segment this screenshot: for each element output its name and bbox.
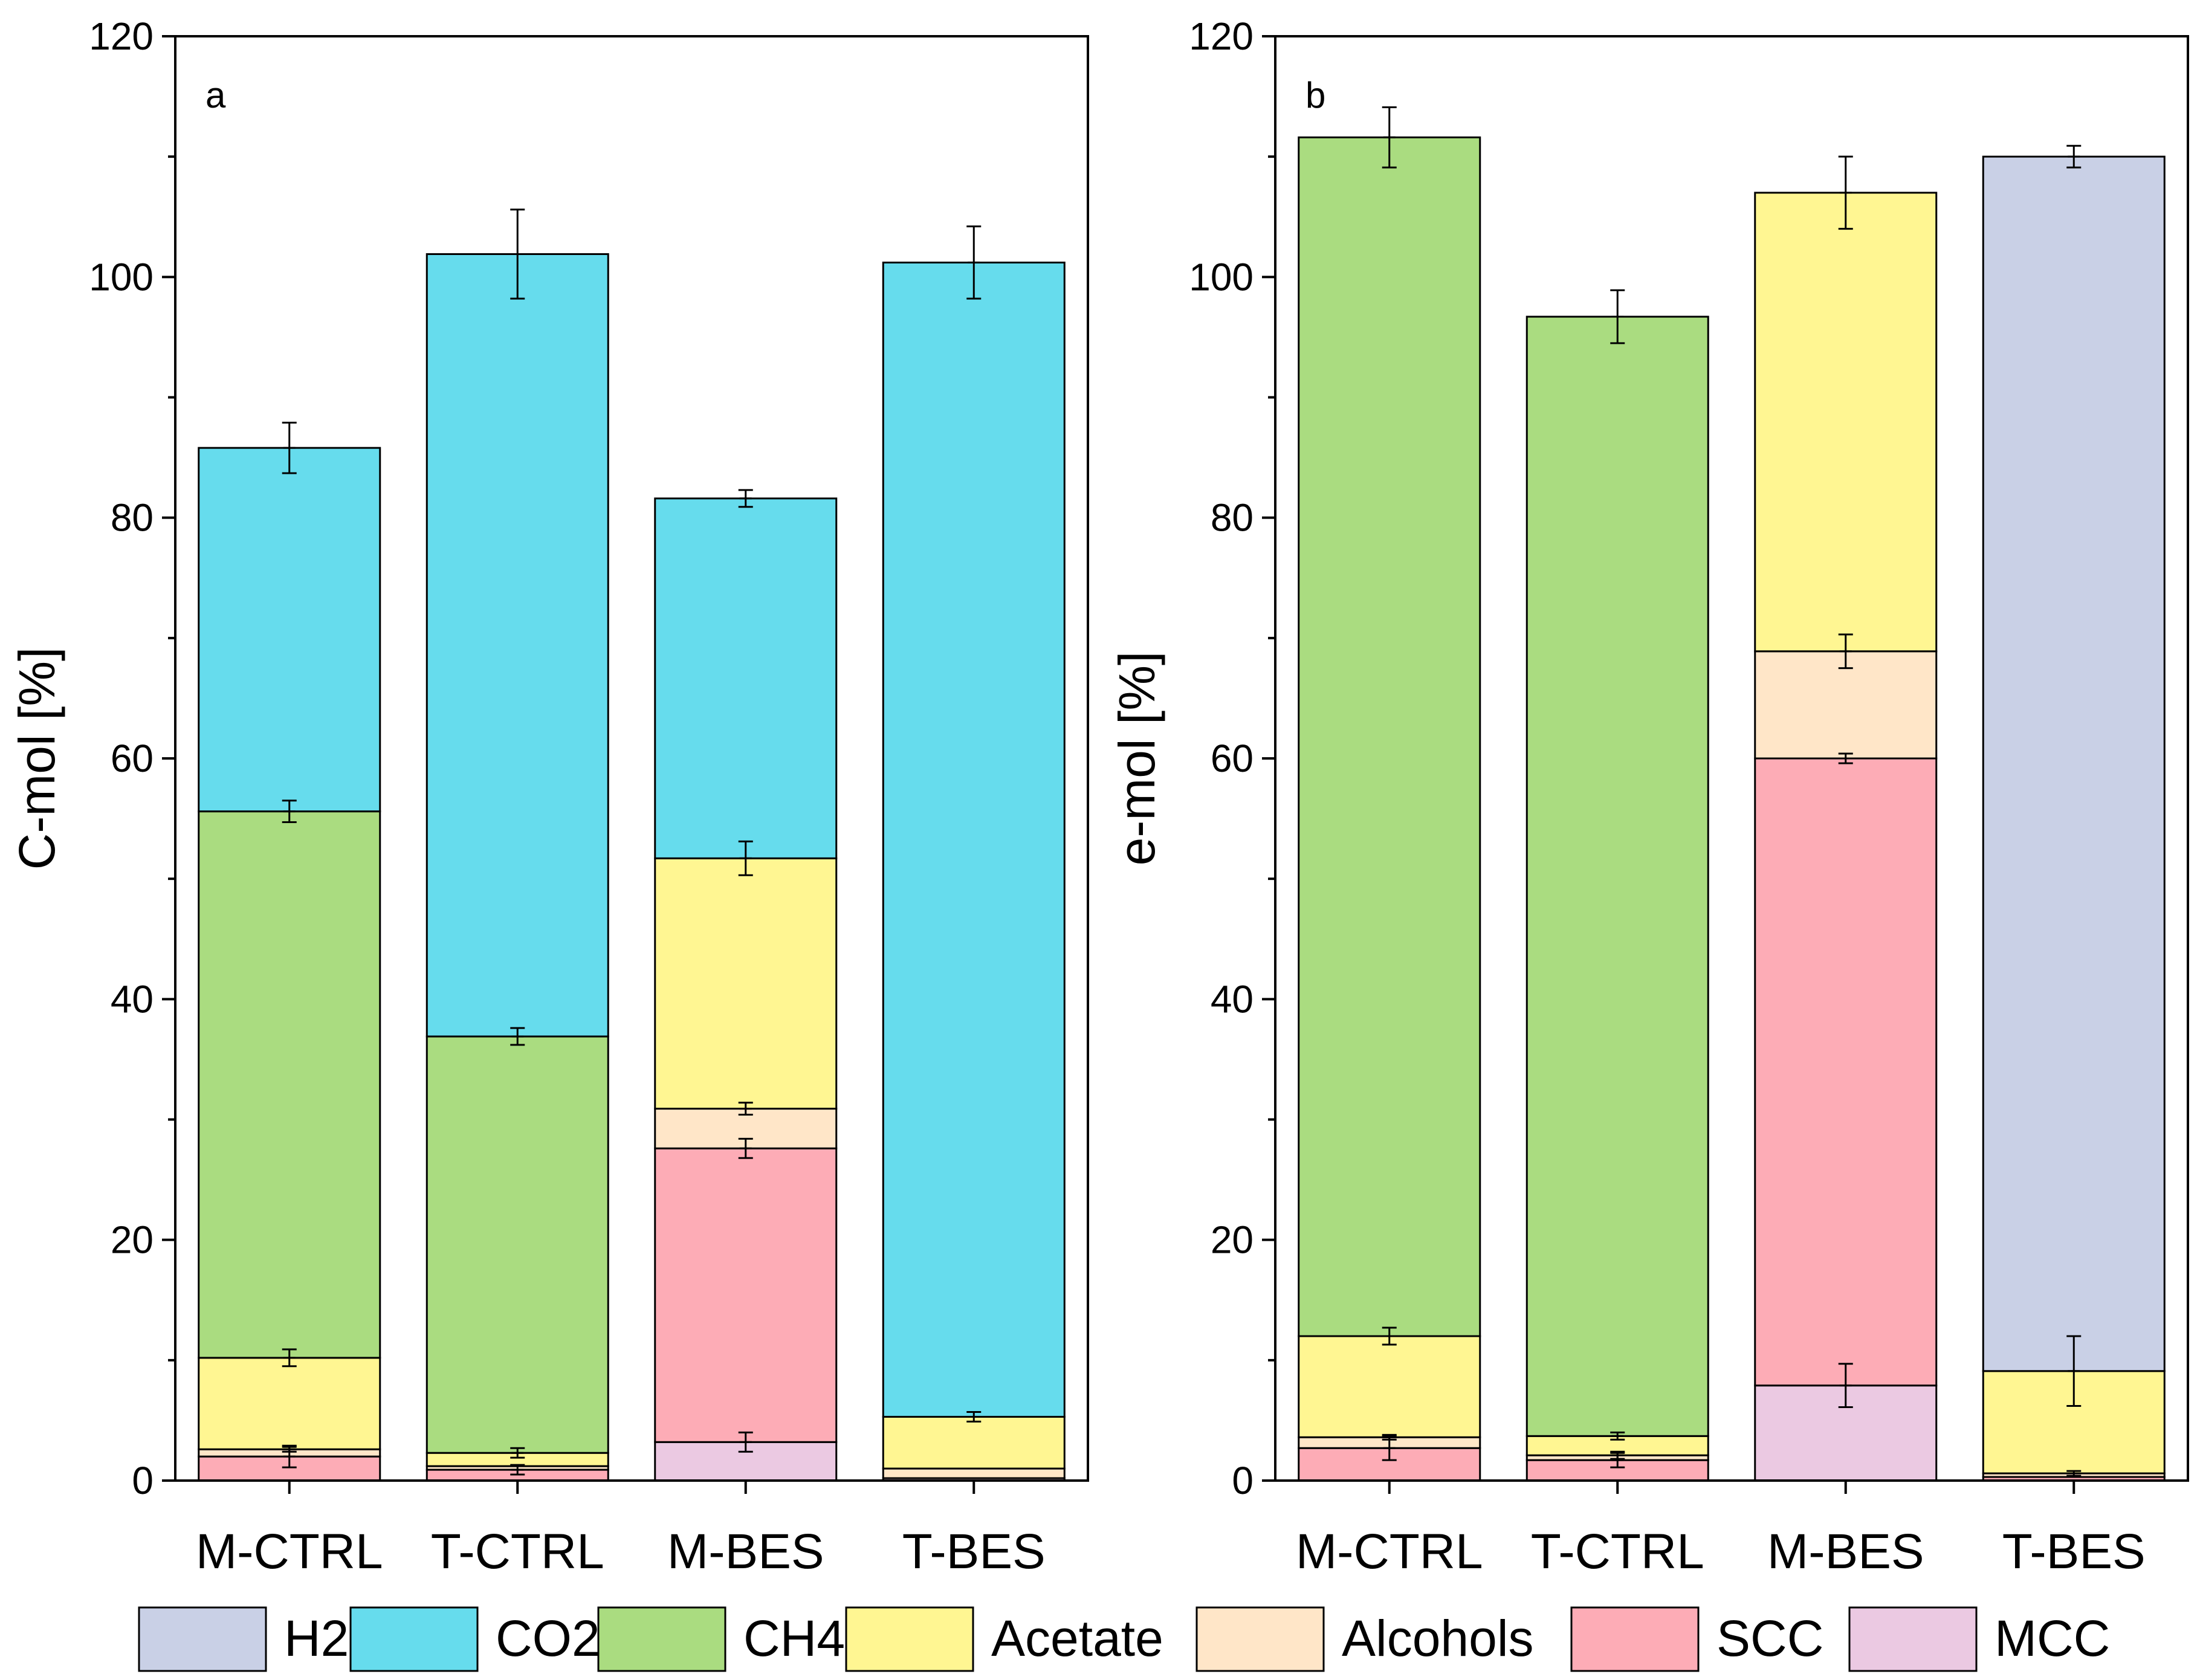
- error-bar-ch4-m-ctrl: [1382, 106, 1397, 169]
- category-label-m-bes: M-BES: [1767, 1524, 1924, 1579]
- bar-alcohols-t-bes: [882, 1467, 1066, 1479]
- category-label-m-bes: M-BES: [667, 1524, 824, 1579]
- category-label-t-ctrl: T-CTRL: [431, 1524, 604, 1579]
- legend-label-mcc: MCC: [1995, 1610, 2110, 1667]
- error-bar-acetate-t-bes: [2066, 1335, 2082, 1407]
- error-bar-ch4-m-ctrl: [282, 800, 297, 824]
- error-bar-h2-t-bes: [2066, 144, 2082, 169]
- y-tick-label: 100: [1189, 255, 1254, 299]
- error-bar-acetate-m-bes: [738, 840, 753, 876]
- bar-co2-t-ctrl: [425, 253, 609, 1038]
- legend-swatch-ch4: [597, 1606, 726, 1672]
- y-tick-label: 20: [1211, 1218, 1254, 1262]
- bar-acetate-m-ctrl: [198, 1357, 381, 1450]
- legend-label-h2: H2: [284, 1610, 349, 1667]
- y-tick-label: 40: [1211, 977, 1254, 1021]
- error-bar-co2-t-bes: [966, 225, 982, 300]
- legend-label-ch4: CH4: [743, 1610, 845, 1667]
- y-tick-label: 0: [132, 1459, 154, 1502]
- legend-label-co2: CO2: [496, 1610, 600, 1667]
- error-bar-co2-m-bes: [738, 489, 753, 508]
- error-bar-co2-t-ctrl: [510, 208, 525, 300]
- bar-scc-m-bes: [1754, 757, 1938, 1387]
- legend-item-acetate: Acetate: [845, 1606, 1163, 1672]
- panel-b: M-CTRL T-CTRL M-BES T-BES 0 20 40 60 80 100 120 e-m…: [1108, 15, 2189, 1579]
- legend-label-scc: SCC: [1716, 1610, 1823, 1667]
- error-bar-scc-t-ctrl: [510, 1464, 525, 1476]
- bar-acetate-t-bes: [1982, 1370, 2166, 1475]
- category-label-m-ctrl: M-CTRL: [196, 1524, 383, 1579]
- legend-label-alcohols: Alcohols: [1342, 1610, 1534, 1667]
- error-bar-ch4-t-ctrl: [510, 1027, 525, 1046]
- error-bar-acetate-m-bes: [1838, 155, 1853, 230]
- bar-h2-t-bes: [1982, 155, 2166, 1372]
- bar-acetate-m-bes: [654, 857, 838, 1110]
- legend-swatch-acetate: [845, 1606, 974, 1672]
- error-bar-acetate-m-ctrl: [1382, 1326, 1397, 1346]
- category-label-t-ctrl: T-CTRL: [1531, 1524, 1704, 1579]
- error-bar-alcohols-m-bes: [1838, 633, 1853, 670]
- legend-swatch-scc: [1570, 1606, 1700, 1672]
- bar-scc-m-bes: [654, 1147, 838, 1443]
- legend-item-co2: CO2: [349, 1606, 600, 1672]
- category-label-m-ctrl: M-CTRL: [1296, 1524, 1483, 1579]
- legend-swatch-alcohols: [1195, 1606, 1325, 1672]
- y-tick-label: 120: [1189, 15, 1254, 58]
- bar-ch4-m-ctrl: [1298, 136, 1481, 1337]
- chart-panels: M-CTRL T-CTRL M-BES T-BES 0 20 40 60 80 100 120 C-m…: [8, 15, 2189, 1579]
- bar-acetate-m-ctrl: [1298, 1335, 1481, 1438]
- error-bar-mcc-m-bes: [1838, 1363, 1853, 1409]
- legend-swatch-h2: [138, 1606, 267, 1672]
- y-tick-label: 80: [1211, 496, 1254, 540]
- y-tick-label: 120: [89, 15, 154, 58]
- legend-item-mcc: MCC: [1848, 1606, 2110, 1672]
- error-bar-alcohols-t-bes: [2066, 1470, 2082, 1477]
- panel-letter: a: [205, 75, 226, 115]
- legend-swatch-co2: [349, 1606, 479, 1672]
- error-bar-scc-m-bes: [1838, 752, 1853, 764]
- bar-ch4-t-ctrl: [1525, 315, 1709, 1437]
- error-bar-alcohols-m-bes: [738, 1102, 753, 1116]
- error-bar-scc-m-bes: [738, 1137, 753, 1159]
- category-label-t-bes: T-BES: [902, 1524, 1046, 1579]
- error-bar-acetate-t-ctrl: [1610, 1431, 1625, 1441]
- panel-a: M-CTRL T-CTRL M-BES T-BES 0 20 40 60 80 100 120 C-m…: [8, 15, 1089, 1579]
- legend-item-scc: SCC: [1570, 1606, 1823, 1672]
- bar-alcohols-m-bes: [1754, 650, 1938, 760]
- y-tick-label: 80: [111, 496, 154, 540]
- error-bar-acetate-m-ctrl: [282, 1348, 297, 1368]
- legend-swatch-mcc: [1848, 1606, 1978, 1672]
- legend-item-ch4: CH4: [597, 1606, 845, 1672]
- y-tick-label: 100: [89, 255, 154, 299]
- bar-acetate-m-bes: [1754, 192, 1938, 653]
- y-axis-title: e-mol [%]: [1108, 651, 1165, 866]
- bar-co2-t-bes: [882, 261, 1066, 1418]
- y-tick-label: 20: [111, 1218, 154, 1262]
- error-bar-alcohols-t-ctrl: [1610, 1450, 1625, 1460]
- y-axis-title: C-mol [%]: [8, 647, 65, 870]
- panel-letter: b: [1305, 75, 1325, 115]
- bar-co2-m-bes: [654, 497, 838, 859]
- legend-item-alcohols: Alcohols: [1195, 1606, 1534, 1672]
- legend-item-h2: H2: [138, 1606, 349, 1672]
- y-tick-label: 60: [111, 737, 154, 780]
- y-tick-label: 60: [1211, 737, 1254, 780]
- error-bar-acetate-t-ctrl: [510, 1447, 525, 1459]
- y-tick-label: 0: [1232, 1459, 1254, 1502]
- error-bar-mcc-m-bes: [738, 1431, 753, 1453]
- legend-label-acetate: Acetate: [991, 1610, 1163, 1667]
- bar-co2-m-ctrl: [198, 447, 381, 813]
- legend: H2 CO2 CH4 Acetate Alcohols SCC MCC: [138, 1606, 2110, 1672]
- error-bar-alcohols-m-ctrl: [282, 1446, 297, 1453]
- bar-ch4-t-ctrl: [425, 1035, 609, 1454]
- category-label-t-bes: T-BES: [2002, 1524, 2146, 1579]
- error-bar-acetate-t-bes: [966, 1410, 982, 1423]
- error-bar-co2-m-ctrl: [282, 421, 297, 474]
- error-bar-ch4-t-ctrl: [1610, 289, 1625, 344]
- error-bar-alcohols-m-ctrl: [1382, 1433, 1397, 1441]
- bar-ch4-m-ctrl: [198, 810, 381, 1359]
- y-tick-label: 40: [111, 977, 154, 1021]
- bar-acetate-t-bes: [882, 1415, 1066, 1470]
